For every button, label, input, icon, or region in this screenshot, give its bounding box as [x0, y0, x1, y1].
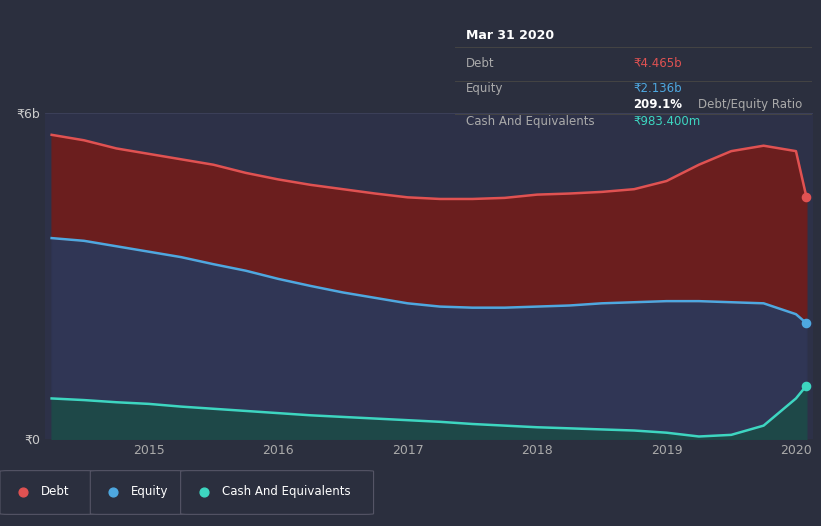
Point	[800, 193, 813, 201]
Text: ₹4.465b: ₹4.465b	[634, 57, 682, 70]
Point	[107, 488, 120, 496]
Text: ₹2.136b: ₹2.136b	[634, 82, 682, 95]
Text: Debt/Equity Ratio: Debt/Equity Ratio	[698, 98, 802, 111]
FancyBboxPatch shape	[0, 471, 94, 514]
Text: Debt: Debt	[41, 485, 70, 498]
Text: Cash And Equivalents: Cash And Equivalents	[466, 115, 594, 128]
Point	[800, 319, 813, 327]
Point	[800, 381, 813, 390]
Text: Mar 31 2020: Mar 31 2020	[466, 29, 553, 42]
Point	[16, 488, 30, 496]
Point	[197, 488, 210, 496]
FancyBboxPatch shape	[181, 471, 374, 514]
Text: Cash And Equivalents: Cash And Equivalents	[222, 485, 351, 498]
Text: 209.1%: 209.1%	[634, 98, 682, 111]
Text: Equity: Equity	[131, 485, 169, 498]
FancyBboxPatch shape	[90, 471, 185, 514]
Text: ₹983.400m: ₹983.400m	[634, 115, 700, 128]
Text: Equity: Equity	[466, 82, 503, 95]
Text: Debt: Debt	[466, 57, 494, 70]
